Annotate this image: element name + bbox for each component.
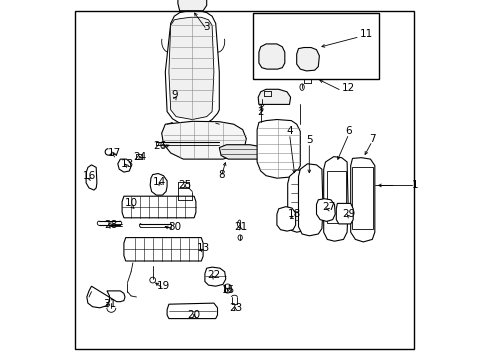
Text: 6: 6: [345, 126, 351, 136]
Polygon shape: [86, 165, 97, 190]
Polygon shape: [162, 121, 246, 159]
Text: 19: 19: [157, 281, 170, 291]
Text: 30: 30: [167, 222, 181, 232]
Text: 21: 21: [234, 222, 247, 232]
Text: 24: 24: [133, 152, 146, 162]
Polygon shape: [150, 174, 167, 195]
Polygon shape: [276, 207, 295, 231]
Polygon shape: [167, 303, 217, 319]
Text: 4: 4: [285, 126, 292, 136]
Polygon shape: [165, 11, 219, 127]
Text: 25: 25: [178, 180, 191, 190]
Text: 18: 18: [288, 209, 301, 219]
Text: 31: 31: [102, 299, 116, 309]
Polygon shape: [323, 157, 347, 241]
Text: 3: 3: [203, 22, 209, 32]
Polygon shape: [204, 267, 225, 286]
Text: 13: 13: [196, 243, 209, 253]
Text: 23: 23: [228, 303, 242, 313]
Text: 26: 26: [153, 141, 166, 151]
Text: 22: 22: [207, 270, 220, 280]
Polygon shape: [258, 89, 290, 104]
Polygon shape: [352, 167, 373, 229]
Text: 1: 1: [411, 180, 418, 190]
Polygon shape: [326, 171, 346, 223]
Polygon shape: [118, 159, 131, 172]
Text: 16: 16: [83, 171, 96, 181]
Polygon shape: [123, 238, 203, 261]
Text: 15: 15: [221, 285, 234, 295]
Text: 11: 11: [359, 29, 372, 39]
Polygon shape: [298, 164, 322, 236]
Text: 8: 8: [217, 170, 224, 180]
Polygon shape: [336, 203, 352, 224]
Polygon shape: [350, 158, 374, 242]
Polygon shape: [258, 44, 284, 69]
Text: 27: 27: [322, 202, 335, 212]
Text: 29: 29: [342, 209, 355, 219]
Text: 7: 7: [368, 134, 375, 144]
Polygon shape: [296, 48, 319, 71]
Text: 17: 17: [108, 148, 122, 158]
Polygon shape: [287, 170, 310, 232]
Polygon shape: [257, 120, 300, 178]
Polygon shape: [122, 196, 196, 218]
Text: 9: 9: [171, 90, 177, 100]
Text: 28: 28: [104, 220, 118, 230]
Polygon shape: [87, 286, 125, 308]
Polygon shape: [219, 145, 265, 159]
Polygon shape: [316, 199, 335, 221]
Polygon shape: [168, 17, 213, 120]
Bar: [253, 13, 379, 79]
Polygon shape: [178, 0, 206, 11]
Text: 20: 20: [187, 310, 200, 320]
Text: 13: 13: [121, 159, 134, 169]
Text: 14: 14: [153, 177, 166, 187]
Text: 2: 2: [257, 107, 264, 117]
Text: 5: 5: [305, 135, 312, 145]
Text: 12: 12: [341, 83, 354, 93]
Text: 10: 10: [124, 198, 138, 208]
